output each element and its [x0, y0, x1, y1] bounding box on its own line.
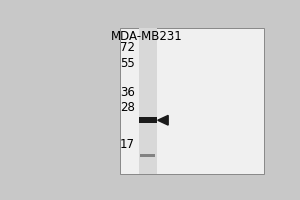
Text: MDA-MB231: MDA-MB231	[111, 30, 183, 43]
Text: 72: 72	[120, 41, 135, 54]
Polygon shape	[158, 115, 168, 125]
Bar	[38, 24, 120, 178]
Bar	[139, 117, 157, 123]
Text: 17: 17	[120, 138, 135, 151]
Bar	[139, 28, 157, 174]
Text: 36: 36	[120, 86, 135, 99]
Bar	[120, 28, 264, 174]
Text: 55: 55	[120, 57, 135, 70]
Bar	[140, 154, 155, 157]
Text: 28: 28	[120, 101, 135, 114]
